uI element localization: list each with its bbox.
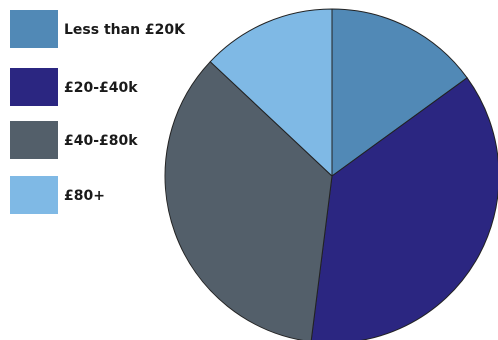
legend-swatch-4: [10, 176, 58, 214]
pie-slice-1: [331, 8, 468, 177]
legend-swatch-2: [10, 68, 58, 106]
pie-slices: [164, 8, 498, 340]
chart-legend: Less than £20K £20-£40k £40-£80k £80+: [10, 10, 186, 214]
pie-slice-3: [164, 60, 333, 340]
pie-slice-4: [209, 8, 333, 178]
legend-label-3: £40-£80k: [64, 133, 138, 149]
pie-slice-2: [310, 77, 498, 340]
legend-label-1: Less than £20K: [64, 22, 186, 38]
legend-swatch-1: [10, 10, 58, 48]
legend-swatch-3: [10, 121, 58, 159]
legend-label-4: £80+: [64, 188, 105, 204]
legend-label-2: £20-£40k: [64, 80, 138, 96]
